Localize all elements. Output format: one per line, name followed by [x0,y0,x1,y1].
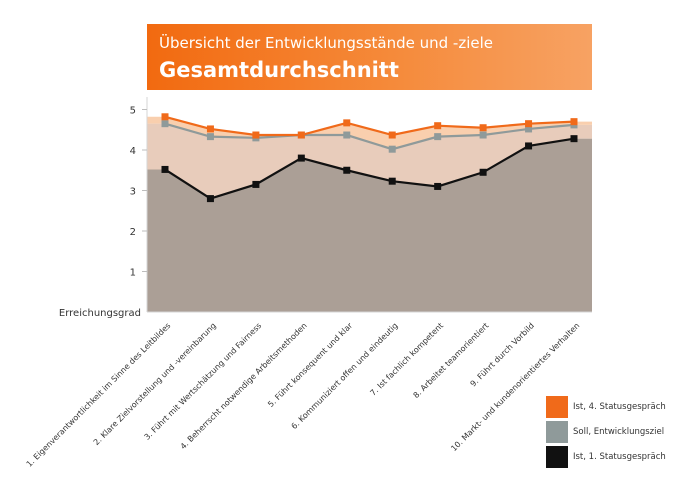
y-axis-label: Erreichungsgrad [59,308,141,319]
chart-subtitle: Übersicht der Entwicklungsstände und -zi… [159,34,494,52]
y-tick-label-2: 2 [130,227,136,238]
marker-ist-4-8 [479,124,487,132]
legend-item-soll: Soll, Entwicklungsziel [546,421,676,444]
marker-ist-1-7 [434,182,442,190]
marker-soll-5 [343,131,351,139]
y-tick-label-1: 1 [130,268,136,279]
marker-ist-1-4 [297,154,305,162]
marker-ist-1-5 [343,166,351,174]
y-tick-label-4: 4 [130,146,136,157]
x-tick-label-8: 8. Arbeitet teamorientiert [411,321,490,400]
marker-ist-4-2 [206,125,214,133]
marker-ist-1-9 [525,142,533,150]
y-tick-label-5: 5 [130,106,136,117]
legend-swatch-ist-1 [546,446,568,468]
x-tick-label-5: 5. Führt konsequent und klar [266,321,355,410]
legend-label-ist-1: Ist, 1. Statusgespräch [573,452,666,462]
legend-swatch-ist-4 [546,396,568,418]
marker-ist-4-5 [343,119,351,127]
header-banner: Übersicht der Entwicklungsstände und -zi… [147,24,592,90]
marker-soll-2 [206,133,214,141]
middle-band-area [147,123,592,199]
legend-item-ist-1: Ist, 1. Statusgespräch [546,446,676,469]
marker-ist-4-10 [570,118,578,126]
legend: Ist, 4. Statusgespräch Soll, Entwicklung… [546,396,676,471]
base-area [147,138,592,312]
marker-soll-6 [388,145,396,153]
series-line-soll [164,122,575,151]
marker-ist-4-3 [252,131,260,139]
series-line-ist-4 [164,115,575,137]
chart-title: Gesamtdurchschnitt [159,58,399,82]
marker-ist-4-7 [434,122,442,130]
series-line-ist-1 [164,137,575,200]
marker-ist-1-2 [206,195,214,203]
legend-swatch-soll [546,421,568,443]
marker-ist-1-10 [570,135,578,143]
top-band-area [147,116,592,150]
marker-ist-1-3 [252,180,260,188]
marker-soll-7 [434,133,442,141]
x-tick-label-7: 7. Ist fachlich kompetent [368,321,445,398]
marker-soll-8 [479,131,487,139]
legend-item-ist-4: Ist, 4. Statusgespräch [546,396,676,419]
y-tick-label-3: 3 [130,187,136,198]
marker-ist-4-6 [388,131,396,139]
marker-ist-1-1 [161,165,169,173]
legend-label-soll: Soll, Entwicklungsziel [573,427,665,437]
marker-soll-1 [161,120,169,128]
marker-soll-9 [525,125,533,133]
marker-ist-4-9 [525,120,533,128]
marker-ist-1-6 [388,177,396,185]
legend-label-ist-4: Ist, 4. Statusgespräch [573,402,666,412]
marker-ist-1-8 [479,168,487,176]
marker-ist-4-4 [297,131,305,139]
marker-ist-4-1 [161,113,169,121]
